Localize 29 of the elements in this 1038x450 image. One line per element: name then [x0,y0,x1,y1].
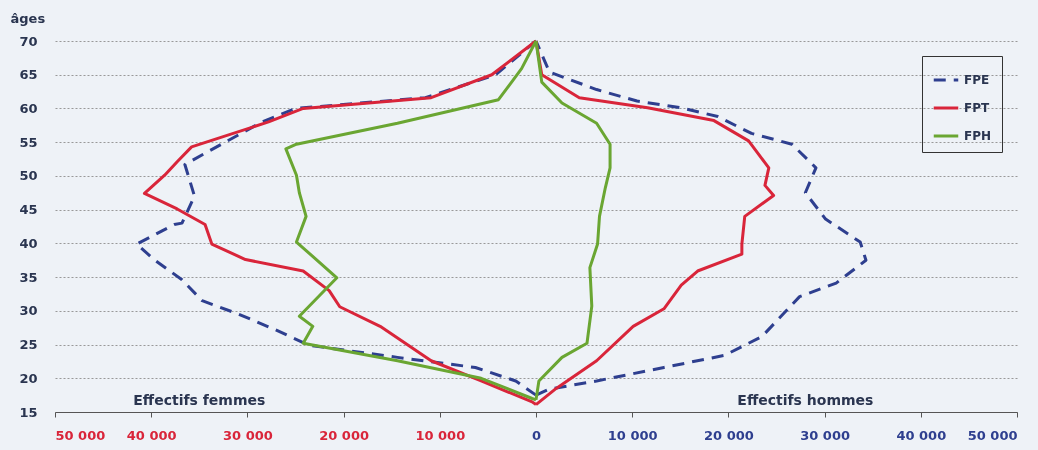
y-tick-label: 50 [19,168,38,184]
y-tick-label: 25 [19,337,38,353]
y-tick-label: 70 [19,33,38,49]
y-tick-label: 40 [19,235,38,251]
x-tick-label: 10 000 [415,427,466,443]
annotation: Effectifs femmes [133,392,266,408]
y-tick-label: 55 [19,134,38,150]
x-tick-label: 50 000 [967,427,1018,443]
x-tick-label: 0 [531,427,542,443]
y-tick-label: 15 [19,404,38,420]
x-tick-label: 10 000 [607,427,658,443]
y-axis-title: âges [10,10,46,26]
y-tick-label: 35 [19,269,38,285]
legend-label: FPT [964,101,990,115]
x-tick-label: 50 000 [55,427,106,443]
y-tick-label: 20 [19,370,38,386]
y-tick-label: 45 [19,202,38,218]
x-tick-label: 20 000 [704,427,754,443]
x-tick-label: 20 000 [319,427,369,443]
y-tick-label: 65 [19,67,38,83]
x-tick-label: 30 000 [223,427,273,443]
x-tick-label: 30 000 [800,427,850,443]
y-tick-label: 60 [19,100,38,116]
annotation: Effectifs hommes [737,392,874,408]
x-tick-label: 40 000 [896,427,947,443]
y-tick-label: 30 [19,303,38,319]
x-tick-label: 40 000 [126,427,177,443]
legend-label: FPE [964,73,990,87]
legend-label: FPH [964,129,992,143]
